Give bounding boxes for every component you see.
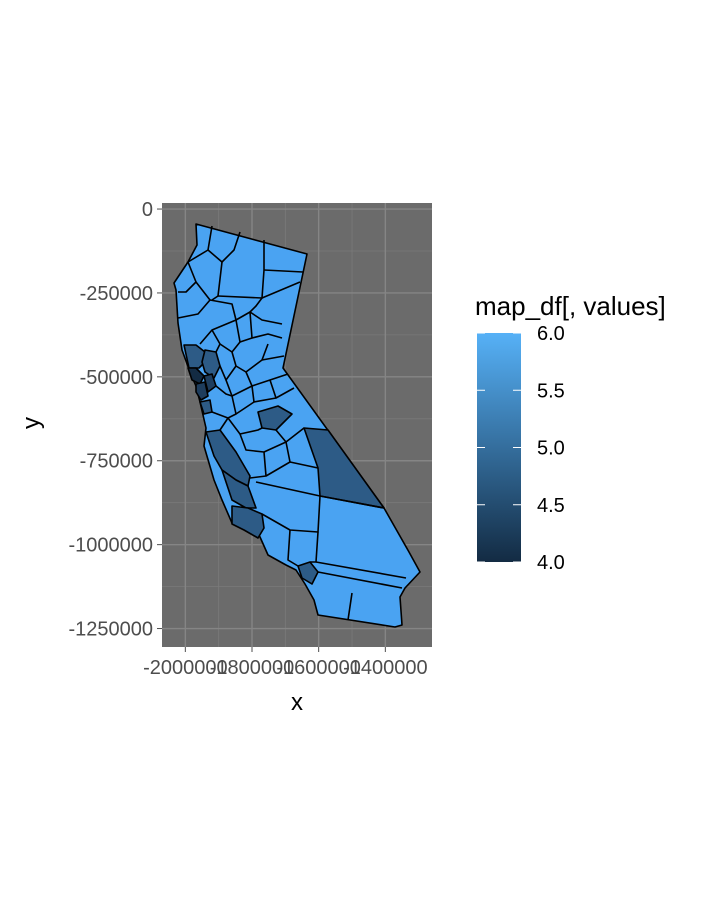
boundary <box>317 571 403 589</box>
x-tick-label: -1400000 <box>343 657 428 679</box>
y-tick-label: -250000 <box>80 283 153 305</box>
boundary <box>315 561 407 579</box>
y-tick-label: -500000 <box>80 367 153 389</box>
boundary <box>227 417 263 435</box>
boundary <box>261 495 321 533</box>
y-axis-title: y <box>18 417 45 429</box>
county-santa-barbara <box>231 505 265 539</box>
boundary <box>263 269 304 273</box>
boundary <box>347 592 353 621</box>
boundary <box>215 385 233 397</box>
y-tick-label: 0 <box>142 199 153 221</box>
boundary <box>251 333 283 339</box>
x-axis-title: x <box>291 689 303 716</box>
county-san-francisco <box>187 367 205 385</box>
y-axis: 0 -250000 -500000 -750000 -1000000 -1250000 <box>68 199 162 641</box>
boundary <box>261 355 285 361</box>
boundary <box>249 297 263 313</box>
county-san-mateo <box>195 381 209 401</box>
county-boundaries <box>177 225 407 621</box>
state-outline <box>173 223 421 628</box>
y-tick-label: -1000000 <box>68 535 153 557</box>
x-axis: -2000000-1800000-1600000-1400000 <box>143 647 428 679</box>
y-tick-label: -750000 <box>80 451 153 473</box>
legend-ticks: 6.0 5.5 5.0 4.5 4.0 <box>477 323 565 574</box>
boundary <box>178 261 197 293</box>
boundary <box>245 371 289 387</box>
x-tick-label: -2000000 <box>143 657 228 679</box>
boundary <box>289 461 319 469</box>
legend-tick-label: 6.0 <box>537 323 565 345</box>
y-tick-label: -1250000 <box>68 619 153 641</box>
boundary <box>239 433 287 453</box>
legend-tick-label: 5.0 <box>537 438 565 460</box>
colorbar-legend: map_df[, values] 6.0 5.5 5.0 4.5 4.0 <box>475 291 666 574</box>
x-tick-label: -1600000 <box>276 657 361 679</box>
boundary <box>235 311 283 325</box>
legend-title: map_df[, values] <box>475 291 666 321</box>
california-county-map <box>173 223 421 628</box>
county-orange <box>297 561 319 585</box>
boundary <box>219 319 241 353</box>
county-stanislaus <box>257 405 293 431</box>
legend-tick-label: 5.5 <box>537 380 565 402</box>
boundary <box>207 231 241 263</box>
county-san-luis-obispo <box>221 469 257 509</box>
legend-tick-label: 4.5 <box>537 495 565 517</box>
boundary <box>177 281 211 319</box>
x-tick-label: -1800000 <box>210 657 295 679</box>
legend-tick-label: 4.0 <box>537 552 565 574</box>
boundary <box>219 417 229 431</box>
boundary <box>287 529 299 567</box>
